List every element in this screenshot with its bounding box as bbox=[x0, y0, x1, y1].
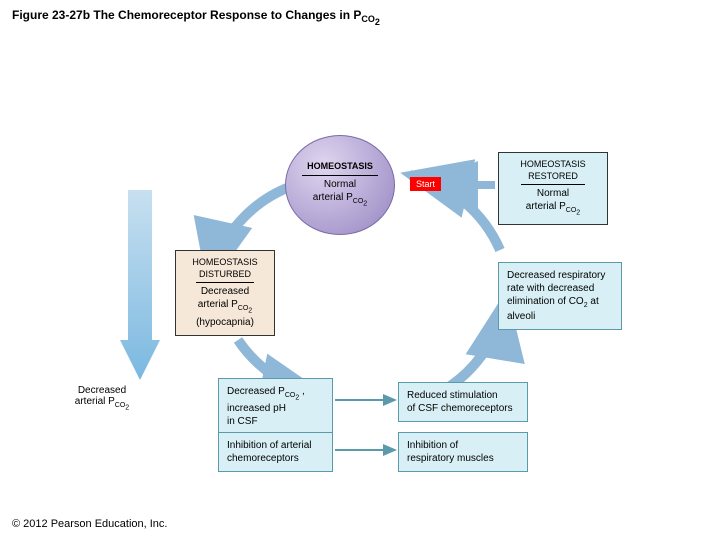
ia-line2: chemoreceptors bbox=[227, 452, 299, 465]
disturbed-line1: Decreased bbox=[201, 285, 249, 298]
copyright-text: © 2012 Pearson Education, Inc. bbox=[12, 518, 167, 530]
dp-line1: Decreased PCO2 , bbox=[227, 385, 305, 402]
title-text: Figure 23-27b The Chemoreceptor Response… bbox=[12, 8, 361, 22]
disturbed-line3: (hypocapnia) bbox=[196, 316, 254, 329]
restored-h2: RESTORED bbox=[528, 171, 578, 183]
divider bbox=[196, 282, 253, 283]
rate-line3: elimination of CO2 at bbox=[507, 295, 599, 310]
title-sub: CO2 bbox=[361, 14, 380, 24]
big-down-arrow bbox=[120, 190, 160, 390]
side-line1: Decreased bbox=[62, 385, 142, 396]
restored-line1: Normal bbox=[537, 187, 569, 200]
restored-node: HOMEOSTASIS RESTORED Normal arterial PCO… bbox=[498, 152, 608, 225]
rs-line1: Reduced stimulation bbox=[407, 389, 498, 402]
disturbed-h2: DISTURBED bbox=[199, 269, 251, 281]
homeostasis-line1: Normal bbox=[324, 178, 356, 191]
disturbed-node: HOMEOSTASIS DISTURBED Decreased arterial… bbox=[175, 250, 275, 336]
start-button[interactable]: Start bbox=[410, 177, 441, 191]
figure-title: Figure 23-27b The Chemoreceptor Response… bbox=[12, 8, 380, 27]
homeostasis-node: HOMEOSTASIS Normal arterial PCO2 bbox=[285, 135, 395, 235]
divider bbox=[521, 184, 585, 185]
side-line2: arterial PCO2 bbox=[62, 396, 142, 411]
ia-line1: Inhibition of arterial bbox=[227, 439, 312, 452]
decreased-rate-node: Decreased respiratory rate with decrease… bbox=[498, 262, 622, 330]
ir-line1: Inhibition of bbox=[407, 439, 458, 452]
disturbed-line2: arterial PCO2 bbox=[198, 298, 252, 315]
dp-line3: in CSF bbox=[227, 415, 258, 428]
side-label: Decreased arterial PCO2 bbox=[62, 385, 142, 411]
restored-line2: arterial PCO2 bbox=[526, 200, 580, 217]
restored-h1: HOMEOSTASIS bbox=[520, 159, 585, 171]
inhibition-arterial-node: Inhibition of arterial chemoreceptors bbox=[218, 432, 333, 472]
ir-line2: respiratory muscles bbox=[407, 452, 494, 465]
rs-line2: of CSF chemoreceptors bbox=[407, 402, 513, 415]
divider bbox=[302, 175, 378, 176]
disturbed-h1: HOMEOSTASIS bbox=[192, 257, 257, 269]
homeostasis-line2: arterial PCO2 bbox=[313, 191, 367, 208]
decreased-pco2-node: Decreased PCO2 , increased pH in CSF bbox=[218, 378, 333, 435]
reduced-stim-node: Reduced stimulation of CSF chemoreceptor… bbox=[398, 382, 528, 422]
inhibition-resp-node: Inhibition of respiratory muscles bbox=[398, 432, 528, 472]
rate-line1: Decreased respiratory bbox=[507, 269, 605, 282]
dp-line2: increased pH bbox=[227, 402, 286, 415]
rate-line2: rate with decreased bbox=[507, 282, 594, 295]
homeostasis-heading: HOMEOSTASIS bbox=[307, 161, 373, 173]
rate-line4: alveoli bbox=[507, 310, 535, 323]
